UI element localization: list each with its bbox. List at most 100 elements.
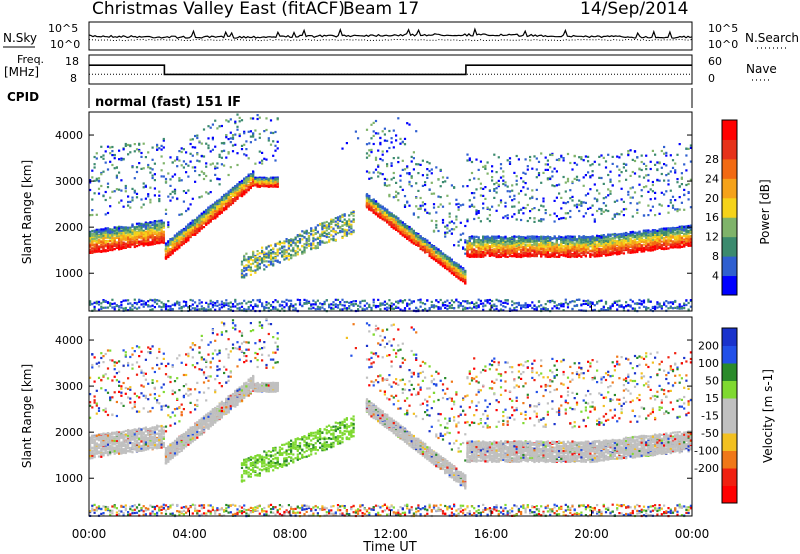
heatmap-cell — [219, 211, 221, 213]
heatmap-cell — [181, 164, 183, 166]
heatmap-cell — [107, 244, 109, 246]
heatmap-cell — [158, 242, 160, 244]
heatmap-cell — [214, 166, 216, 168]
heatmap-cell — [109, 247, 111, 249]
heatmap-cell — [114, 306, 116, 308]
heatmap-cell — [111, 191, 113, 193]
heatmap-cell — [102, 195, 104, 197]
heatmap-cell — [169, 193, 171, 195]
heatmap-cell — [105, 244, 107, 246]
heatmap-cell — [178, 240, 180, 242]
heatmap-cell — [183, 190, 185, 192]
heatmap-cell — [109, 228, 111, 230]
heatmap-cell — [205, 175, 207, 177]
heatmap-cell — [183, 166, 185, 168]
heatmap-cell — [107, 212, 109, 214]
heatmap-cell — [169, 254, 171, 256]
heatmap-cell — [187, 231, 189, 233]
heatmap-cell — [107, 250, 109, 252]
heatmap-cell — [109, 305, 111, 307]
heatmap-cell — [131, 308, 133, 310]
heatmap-cell — [147, 300, 149, 302]
heatmap-cell — [116, 241, 118, 243]
heatmap-cell — [192, 226, 194, 228]
heatmap-cell — [120, 159, 122, 161]
heatmap-cell — [161, 236, 163, 238]
heatmap-cell — [111, 243, 113, 245]
heatmap-cell — [136, 308, 138, 310]
heatmap-cell — [94, 230, 96, 232]
heatmap-cell — [111, 249, 113, 251]
heatmap-cell — [158, 234, 160, 236]
heatmap-cell — [172, 243, 174, 245]
heatmap-cell — [205, 302, 207, 304]
heatmap-cell — [176, 239, 178, 241]
heatmap-cell — [131, 235, 133, 237]
heatmap-cell — [201, 222, 203, 224]
heatmap-cell — [91, 230, 93, 232]
heatmap-cell — [169, 252, 171, 254]
heatmap-cell — [147, 223, 149, 225]
heatmap-cell — [221, 142, 223, 144]
heatmap-cell — [129, 242, 131, 244]
heatmap-cell — [194, 233, 196, 235]
heatmap-cell — [123, 148, 125, 150]
heatmap-cell — [127, 229, 129, 231]
heatmap-cell — [190, 232, 192, 234]
heatmap-cell — [219, 206, 221, 208]
heatmap-cell — [143, 167, 145, 169]
heatmap-cell — [214, 205, 216, 207]
heatmap-cell — [125, 190, 127, 192]
heatmap-cell — [169, 243, 171, 245]
heatmap-cell — [163, 146, 165, 148]
heatmap-cell — [154, 299, 156, 301]
radar-summary-figure: Christmas Valley East (fitACF) Beam 17 1… — [0, 0, 800, 554]
heatmap-cell — [138, 162, 140, 164]
heatmap-cell — [172, 251, 174, 253]
heatmap-cell — [163, 224, 165, 226]
heatmap-cell — [138, 232, 140, 234]
heatmap-cell — [129, 151, 131, 153]
heatmap-cell — [145, 243, 147, 245]
heatmap-cell — [183, 201, 185, 203]
heatmap-cell — [185, 239, 187, 241]
heatmap-cell — [147, 228, 149, 230]
heatmap-cell — [207, 214, 209, 216]
heatmap-cell — [205, 166, 207, 168]
heatmap-cell — [125, 238, 127, 240]
heatmap-cell — [116, 188, 118, 190]
heatmap-cell — [178, 302, 180, 304]
heatmap-cell — [163, 304, 165, 306]
heatmap-cell — [102, 237, 104, 239]
heatmap-cell — [123, 300, 125, 302]
heatmap-cell — [149, 299, 151, 301]
heatmap-cell — [181, 244, 183, 246]
heatmap-cell — [134, 227, 136, 229]
heatmap-cell — [219, 156, 221, 158]
heatmap-cell — [127, 195, 129, 197]
heatmap-cell — [105, 241, 107, 243]
heatmap-cell — [178, 177, 180, 179]
heatmap-cell — [205, 211, 207, 213]
heatmap-cell — [190, 139, 192, 141]
heatmap-cell — [163, 227, 165, 229]
heatmap-cell — [123, 246, 125, 248]
heatmap-cell — [210, 180, 212, 182]
heatmap-cell — [127, 232, 129, 234]
heatmap-cell — [194, 135, 196, 137]
heatmap-cell — [105, 191, 107, 193]
heatmap-cell — [192, 234, 194, 236]
heatmap-cell — [114, 167, 116, 169]
heatmap-cell — [178, 180, 180, 182]
heatmap-cell — [109, 303, 111, 305]
heatmap-cell — [172, 238, 174, 240]
heatmap-cell — [98, 309, 100, 311]
heatmap-cell — [205, 143, 207, 145]
heatmap-cell — [96, 241, 98, 243]
heatmap-cell — [118, 306, 120, 308]
heatmap-cell — [143, 300, 145, 302]
heatmap-cell — [181, 213, 183, 215]
heatmap-cell — [105, 232, 107, 234]
heatmap-cell — [198, 227, 200, 229]
heatmap-cell — [114, 154, 116, 156]
